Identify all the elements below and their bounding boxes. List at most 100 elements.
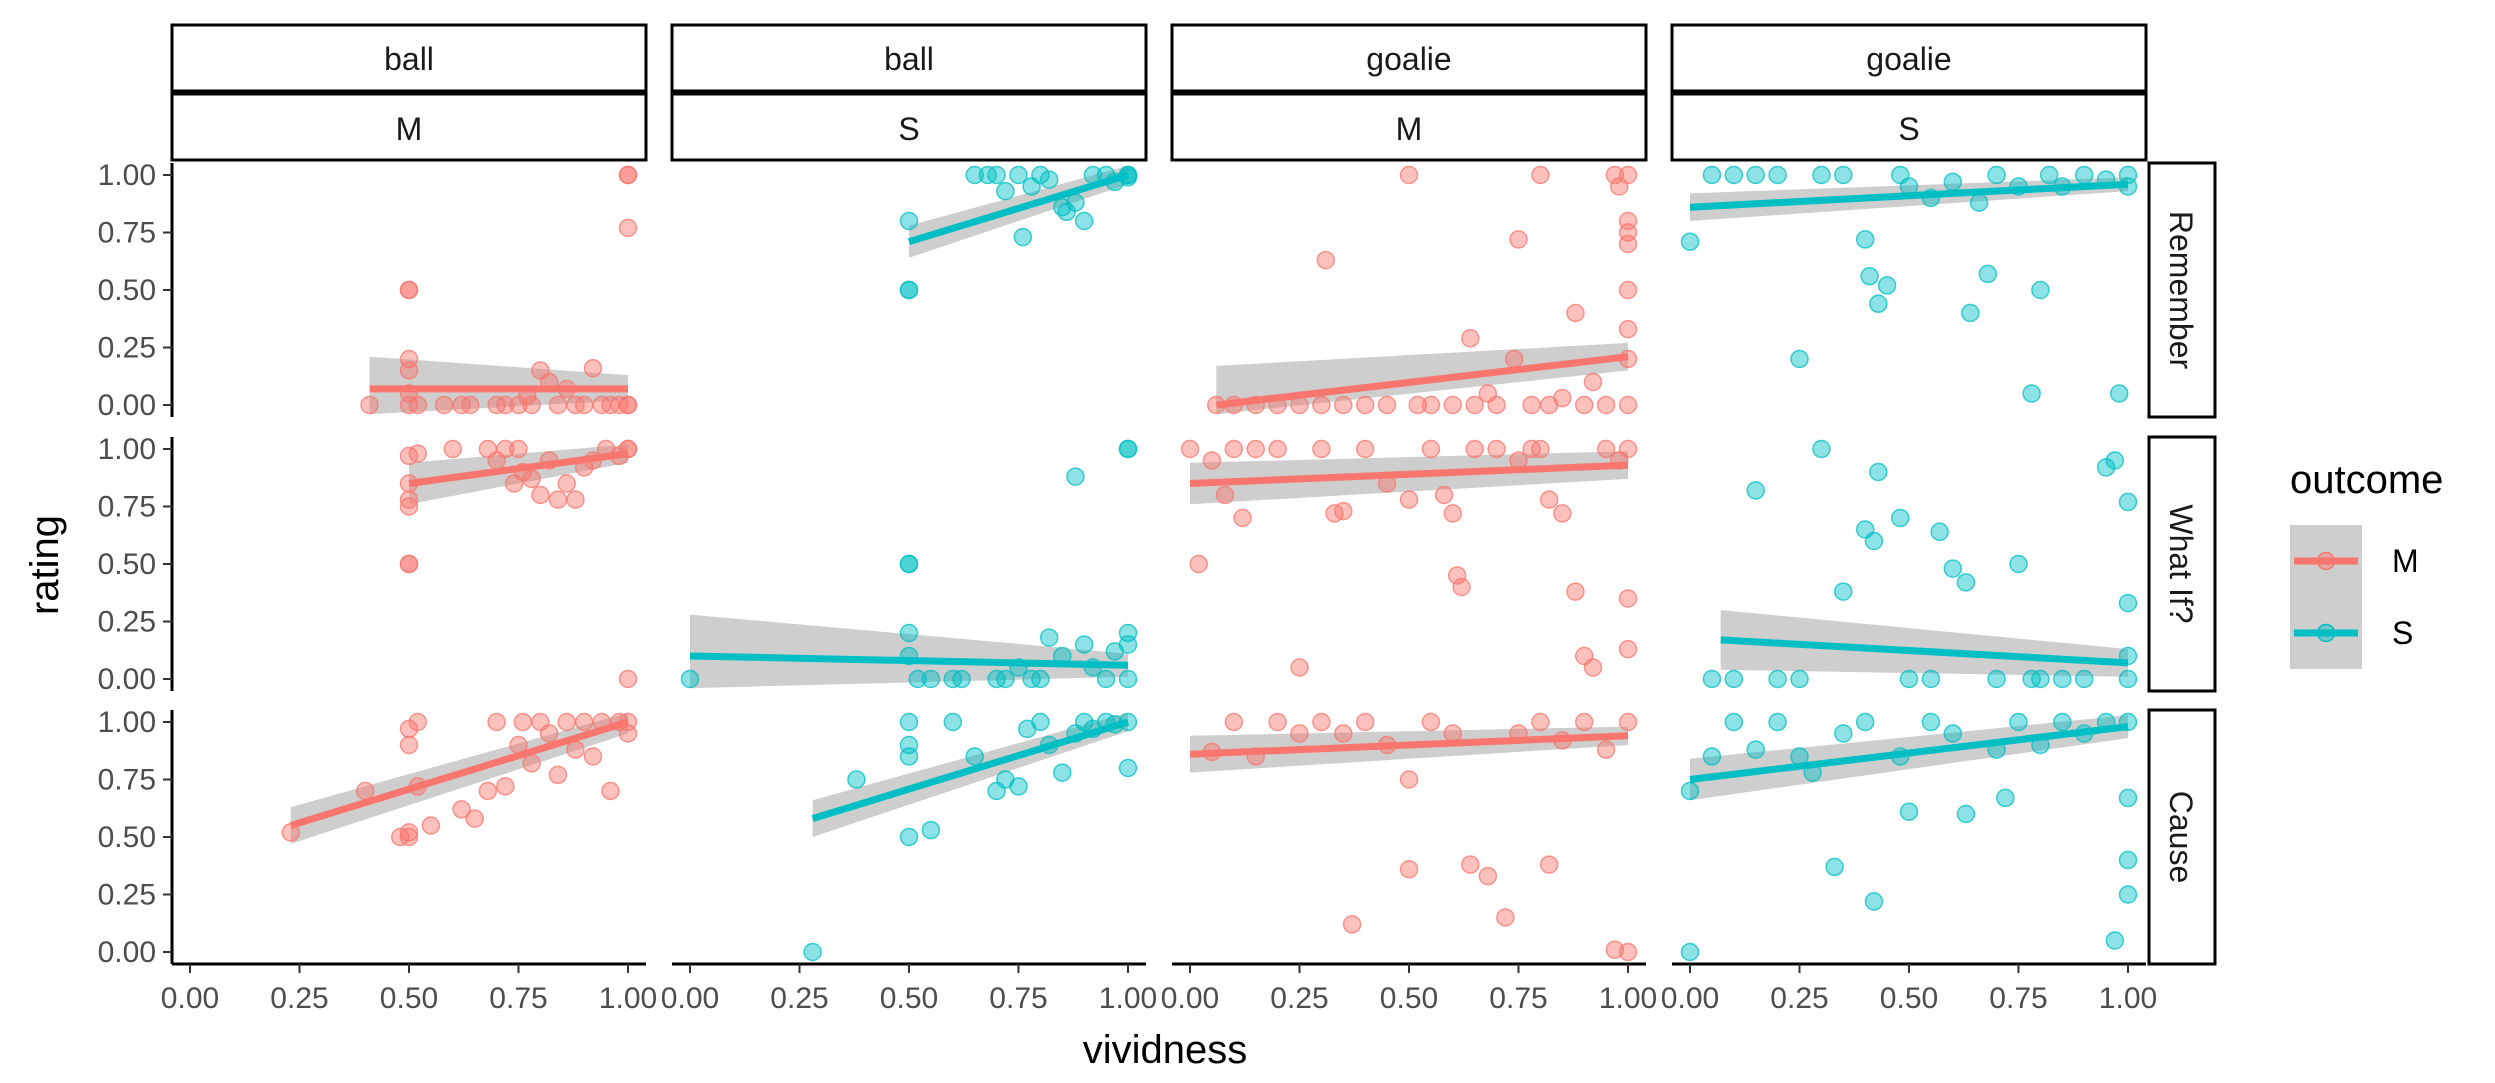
data-point [908,669,928,689]
data-point [1899,669,1919,689]
confidence-band [690,614,1128,689]
y-tick-label: 0.75 [98,217,156,250]
data-point [618,669,638,689]
data-point [1746,481,1765,500]
data-point [1452,577,1471,597]
facet-panel [399,439,638,689]
data-point [1039,628,1059,647]
facet-panel [1207,165,1638,415]
regression-line [408,450,629,487]
data-point [921,669,941,689]
data-point [2118,885,2138,904]
data-point [2009,712,2028,732]
x-tick-label: 0.25 [270,982,328,1015]
facet-panel [680,439,1138,689]
data-point [1031,712,1050,732]
facet-panel [281,712,638,847]
data-point [1596,395,1616,415]
data-point [2039,165,2059,185]
data-point [513,712,533,732]
data-point [1855,230,1875,249]
data-point [1790,349,1809,369]
facet-strip-sub [670,92,1148,162]
data-point [1987,669,2006,689]
y-tick-label: 0.25 [98,606,156,639]
facet-strip-top [1670,23,2148,93]
data-point [1312,439,1331,459]
data-point [1943,172,1963,192]
data-point [1834,724,1853,743]
facet-strip-top-label: goalie [1366,41,1451,77]
data-point [847,770,866,789]
x-axis-title: vividness [1083,1028,1248,1072]
data-point [1768,669,1787,689]
data-point [548,490,568,509]
facet-strip-row-label: What If? [2163,504,2199,623]
data-point [1574,395,1594,415]
legend-title: outcome [2290,458,2443,502]
x-tick-label: 0.75 [989,982,1047,1015]
facet-strip-sub-label: M [396,111,423,147]
facet-strip-sub-label: S [1898,111,1919,147]
data-point [2118,788,2138,808]
facet-strip-sub-label: M [1396,111,1423,147]
y-tick-label: 0.75 [98,764,156,797]
data-point [1869,294,1888,314]
x-tick-label: 1.00 [2099,982,2157,1015]
facet-panel [1189,712,1638,962]
data-point [1961,303,1980,323]
facet-strip-top [670,23,1148,93]
data-point [1618,712,1638,732]
data-point [1355,712,1375,732]
data-point [2118,492,2138,512]
data-point [2118,593,2138,613]
x-tick-label: 0.50 [880,982,938,1015]
data-point [1487,439,1506,459]
data-point [399,490,419,509]
data-point [574,712,594,732]
legend-key-point [2316,623,2336,643]
data-point [1268,712,1287,732]
data-point [1566,303,1585,323]
facet-strip-top [1170,23,1648,93]
data-point [1746,740,1765,759]
data-point [1290,724,1309,743]
regression-line [689,652,1129,669]
regression-line [1689,180,2129,211]
data-point [1864,892,1884,911]
legend-label: S [2392,615,2413,651]
data-point [1864,531,1884,551]
data-point [360,395,379,415]
data-point [1399,859,1419,879]
data-point [1504,349,1524,369]
data-point [566,490,585,509]
data-point [618,165,638,185]
data-point [1031,165,1050,185]
data-point [2053,669,2072,689]
data-point [1596,439,1616,459]
data-point [1618,589,1638,608]
facet-strip-top [170,23,648,93]
data-point [399,280,419,300]
data-point [899,211,919,231]
data-point [1553,388,1572,408]
data-point [1855,712,1875,732]
facet-panel [1680,712,2138,962]
facet-strip-sub [170,92,648,162]
y-tick-label: 0.50 [98,821,156,854]
data-point [1531,439,1550,459]
data-point [509,439,528,459]
data-point [1290,658,1309,677]
data-point [1539,855,1559,874]
data-point [557,712,576,732]
x-tick-label: 0.00 [661,982,719,1015]
data-point [1342,915,1362,934]
data-point [1465,395,1484,415]
data-point [899,747,919,766]
y-tick-label: 0.25 [98,879,156,912]
confidence-band [290,712,628,844]
data-point [1316,250,1336,270]
regression-line [1189,732,1629,758]
x-tick-label: 0.25 [770,982,828,1015]
